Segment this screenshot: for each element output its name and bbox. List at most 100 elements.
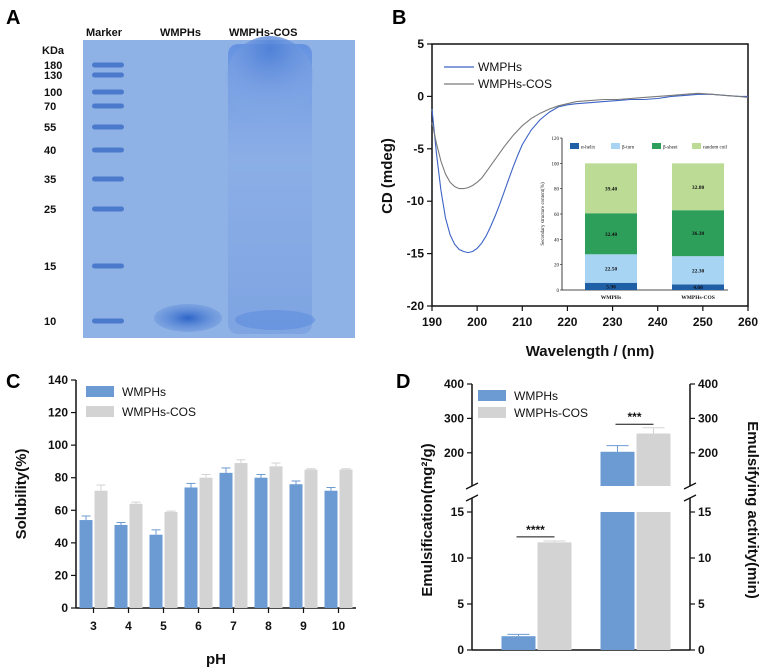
- sol-x-tick-label: 7: [230, 619, 237, 633]
- sol-y-axis-label: Solubility(%): [13, 449, 30, 540]
- sol-legend-swatch-wmphs: [86, 386, 114, 397]
- cd-panel: 190 200 210 220 230 240 250 260 -20-15-10-505 W…: [379, 37, 758, 360]
- inset-legend-swatch: [570, 143, 579, 149]
- inset-legend-swatch: [652, 143, 661, 149]
- cd-y-tick-label: 5: [417, 37, 424, 51]
- cd-legend-wmphs-cos: WMPHs-COS: [478, 77, 552, 91]
- emu-y-axis-label-left: Emulsification(mg²/g): [419, 443, 436, 596]
- emu-legend-swatch-wmphs-cos: [478, 407, 506, 418]
- cd-x-tick-label: 230: [603, 315, 623, 329]
- wmphs-lane-band: [154, 304, 222, 332]
- emu-bar-wmphs-upper: [600, 451, 635, 486]
- marker-band: [92, 124, 124, 130]
- sol-x-tick-label: 5: [160, 619, 167, 633]
- inset-bar-value-label: 39.40: [605, 186, 618, 192]
- emu-y-tick-label: 400: [698, 377, 718, 391]
- cd-x-tick-label: 260: [738, 315, 758, 329]
- sol-bar-wmphs: [289, 484, 303, 608]
- emu-legend: WMPHs WMPHs-COS: [478, 389, 588, 420]
- sol-x-tick-label: 8: [265, 619, 272, 633]
- cd-y-axis-label: CD (mdeg): [379, 138, 396, 214]
- cd-x-tick-label: 200: [467, 315, 487, 329]
- emu-y-tick-label: 15: [698, 505, 712, 519]
- sol-y-tick-label: 80: [55, 471, 69, 485]
- marker-band-label: 10: [44, 316, 56, 328]
- emu-y-tick-label: 0: [457, 643, 464, 657]
- inset-bar-segment: [585, 163, 637, 214]
- emu-bar-wmphs-cos: [537, 542, 572, 650]
- kda-label: KDa: [42, 45, 65, 57]
- sol-bar-wmphs-cos: [164, 511, 178, 608]
- cd-x-tick-label: 220: [557, 315, 577, 329]
- marker-band: [92, 206, 124, 212]
- cd-line-wmphs: [431, 93, 748, 254]
- inset-y-tick-label: 120: [552, 137, 560, 142]
- inset-category-label: WMPHs: [601, 295, 621, 301]
- inset-bar-segment: [672, 210, 724, 257]
- emu-y-tick-label: 200: [444, 446, 464, 460]
- marker-band-label: 35: [44, 174, 56, 186]
- inset-y-tick-label: 0: [557, 289, 560, 294]
- marker-band-label: 100: [44, 87, 62, 99]
- sol-bar-wmphs: [114, 524, 128, 608]
- sol-x-tick-label: 10: [332, 619, 346, 633]
- sol-x-tick-label: 3: [90, 619, 97, 633]
- emu-y-axis-label-right: Emulsifying activity(min): [744, 421, 761, 599]
- emu-significance-label: ****: [526, 523, 545, 537]
- inset-legend-swatch: [692, 143, 701, 149]
- lane-label-wmphs-cos: WMPHs-COS: [229, 27, 297, 39]
- sol-y-tick-label: 20: [55, 568, 69, 582]
- sol-bar-wmphs-cos: [129, 503, 143, 608]
- sol-bar-wmphs: [254, 477, 268, 608]
- marker-band-label: 55: [44, 122, 56, 134]
- gel-background: [83, 40, 355, 338]
- inset-bar-segment: [585, 213, 637, 255]
- emu-axis-break-mark: [465, 482, 479, 490]
- emu-axis-break-mark: [683, 482, 697, 490]
- sol-bar-wmphs: [79, 520, 93, 608]
- sol-x-tick-label: 9: [300, 619, 307, 633]
- emu-legend-swatch-wmphs: [478, 390, 506, 401]
- cd-legend-wmphs: WMPHs: [478, 60, 522, 74]
- marker-band-label: 40: [44, 145, 56, 157]
- inset-bar-segment: [585, 254, 637, 283]
- marker-band-label: 15: [44, 261, 56, 273]
- emu-bar-wmphs: [600, 512, 635, 650]
- sol-y-tick-label: 140: [48, 373, 68, 387]
- cd-x-axis-label: Wavelength / (nm): [526, 343, 655, 360]
- sol-y-tick-label: 0: [61, 601, 68, 615]
- sol-bar-wmphs: [184, 487, 198, 608]
- sol-bar-wmphs-cos: [339, 469, 353, 608]
- cd-x-tick-label: 190: [422, 315, 442, 329]
- emu-bar-wmphs-cos-upper: [636, 433, 671, 486]
- sol-bar-wmphs-cos: [304, 469, 318, 608]
- marker-band: [92, 62, 124, 68]
- lane-label-wmphs: WMPHs: [160, 27, 201, 39]
- marker-band-label: 25: [44, 204, 56, 216]
- panel-label-a: A: [6, 7, 20, 29]
- emu-y-tick-label: 5: [457, 597, 464, 611]
- sol-bar-wmphs: [324, 490, 338, 608]
- panel-label-b: B: [392, 7, 406, 29]
- cd-axes-frame: [431, 43, 749, 307]
- cos-lane-low-band: [235, 310, 315, 330]
- marker-band-label: 130: [44, 70, 62, 82]
- emu-significance-label: ***: [627, 410, 641, 424]
- inset-legend-label: random coil: [703, 146, 728, 151]
- emu-bar-wmphs-cos: [636, 512, 671, 650]
- inset-y-tick-label: 40: [554, 238, 560, 243]
- sol-bar-wmphs-cos: [269, 466, 283, 608]
- sol-y-tick-label: 40: [55, 536, 69, 550]
- cd-series: [431, 92, 749, 254]
- cd-y-tick-label: -5: [413, 142, 424, 156]
- sol-bar-wmphs: [219, 472, 233, 608]
- emu-y-tick-label: 300: [698, 411, 718, 425]
- sol-legend-wmphs-cos: WMPHs-COS: [122, 405, 196, 419]
- inset-legend-label: β-sheet: [663, 146, 678, 151]
- emu-y-tick-label: 0: [698, 643, 705, 657]
- cd-line-wmphs-cos: [431, 92, 749, 190]
- inset-bar-value-label: 4.60: [693, 285, 703, 291]
